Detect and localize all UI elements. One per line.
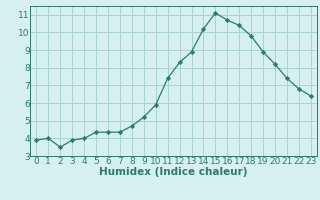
X-axis label: Humidex (Indice chaleur): Humidex (Indice chaleur) — [99, 167, 248, 177]
